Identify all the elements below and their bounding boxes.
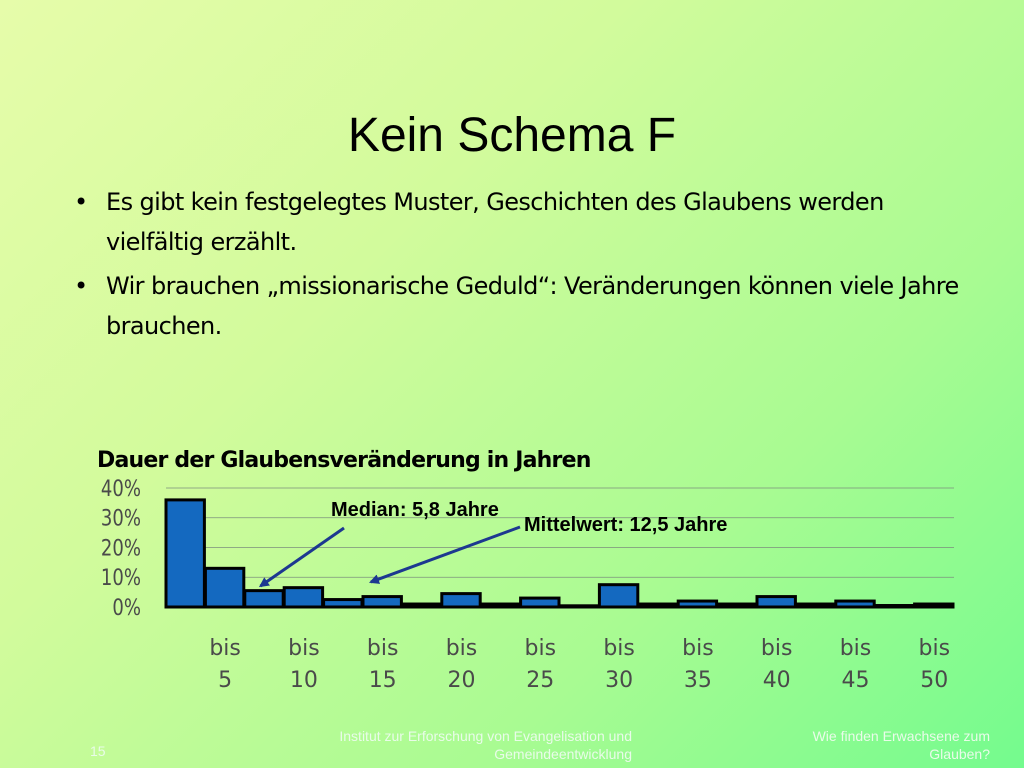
histogram-bar [834, 599, 876, 609]
histogram-bar [755, 595, 797, 609]
bullet-text: Wir brauchen „missionarische Geduld“: Ve… [106, 272, 959, 340]
x-tick-label-bottom: 45 [842, 668, 870, 693]
histogram-bar [558, 604, 600, 609]
histogram-bar [361, 595, 403, 609]
x-tick-label-bottom: 25 [526, 668, 554, 693]
x-tick-label-bottom: 10 [290, 668, 318, 693]
bullet-item: • Wir brauchen „missionarische Geduld“: … [70, 266, 970, 346]
x-tick-label-top: bis [209, 636, 241, 661]
x-tick-label-top: bis [367, 636, 399, 661]
histogram-bar [913, 602, 955, 609]
histogram-bar [440, 592, 482, 609]
median-arrow [258, 526, 345, 588]
x-tick-label-top: bis [761, 636, 793, 661]
x-tick-label-top: bis [603, 636, 635, 661]
histogram-bar [479, 602, 522, 609]
histogram-bar [676, 599, 719, 609]
footer-institute-line1: Institut zur Erforschung von Evangelisat… [339, 728, 632, 744]
mean-arrow [369, 525, 521, 584]
x-tick-label-top: bis [525, 636, 557, 661]
histogram-bar [637, 602, 679, 609]
x-tick-label-top: bis [288, 636, 320, 661]
histogram-bar [322, 598, 364, 609]
y-tick-label: 40% [101, 475, 141, 501]
x-tick-label-bottom: 20 [448, 668, 476, 693]
y-tick-label: 0% [112, 594, 141, 620]
x-tick-label-bottom: 40 [763, 668, 791, 693]
y-tick-label: 20% [101, 535, 141, 561]
histogram-bar [716, 602, 758, 609]
y-tick-label: 30% [101, 505, 141, 531]
histogram-bar [873, 604, 916, 609]
x-tick-label-top: bis [682, 636, 714, 661]
x-tick-label-bottom: 15 [369, 668, 397, 693]
histogram-bar [597, 583, 640, 609]
x-tick-label-bottom: 5 [218, 668, 232, 693]
bullet-dot: • [74, 272, 88, 300]
footer-topic: Wie finden Erwachsene zum Glauben? [740, 727, 990, 763]
footer-topic-line2: Glauben? [929, 746, 990, 762]
x-tick-label-top: bis [919, 636, 951, 661]
median-annotation: Median: 5,8 Jahre [331, 499, 499, 521]
bullet-text: Es gibt kein festgelegtes Muster, Geschi… [106, 188, 884, 256]
slide-title: Kein Schema F [347, 109, 677, 162]
y-tick-label: 10% [101, 564, 141, 590]
x-tick-label-top: bis [446, 636, 478, 661]
histogram-bar [243, 589, 285, 609]
bullet-list: • Es gibt kein festgelegtes Muster, Gesc… [70, 182, 970, 350]
histogram-bar [164, 498, 206, 609]
histogram-bar [203, 566, 246, 609]
footer-topic-line1: Wie finden Erwachsene zum [812, 728, 990, 744]
footer-institute: Institut zur Erforschung von Evangelisat… [240, 727, 632, 763]
chart-title: Dauer der Glaubensveränderung in Jahren [97, 448, 591, 473]
footer-institute-line2: Gemeindeentwicklung [494, 746, 632, 762]
x-tick-label-top: bis [840, 636, 872, 661]
x-tick-label-bottom: 30 [605, 668, 633, 693]
mean-annotation: Mittelwert: 12,5 Jahre [524, 514, 727, 536]
histogram-bar [519, 596, 561, 609]
bullet-item: • Es gibt kein festgelegtes Muster, Gesc… [70, 182, 970, 262]
x-tick-label-bottom: 35 [684, 668, 712, 693]
bullet-dot: • [74, 188, 88, 216]
histogram-bar [400, 602, 443, 609]
histogram-bar [282, 586, 325, 609]
histogram-bar [794, 602, 837, 609]
x-tick-label-bottom: 50 [920, 668, 948, 693]
page-number: 15 [90, 743, 106, 759]
